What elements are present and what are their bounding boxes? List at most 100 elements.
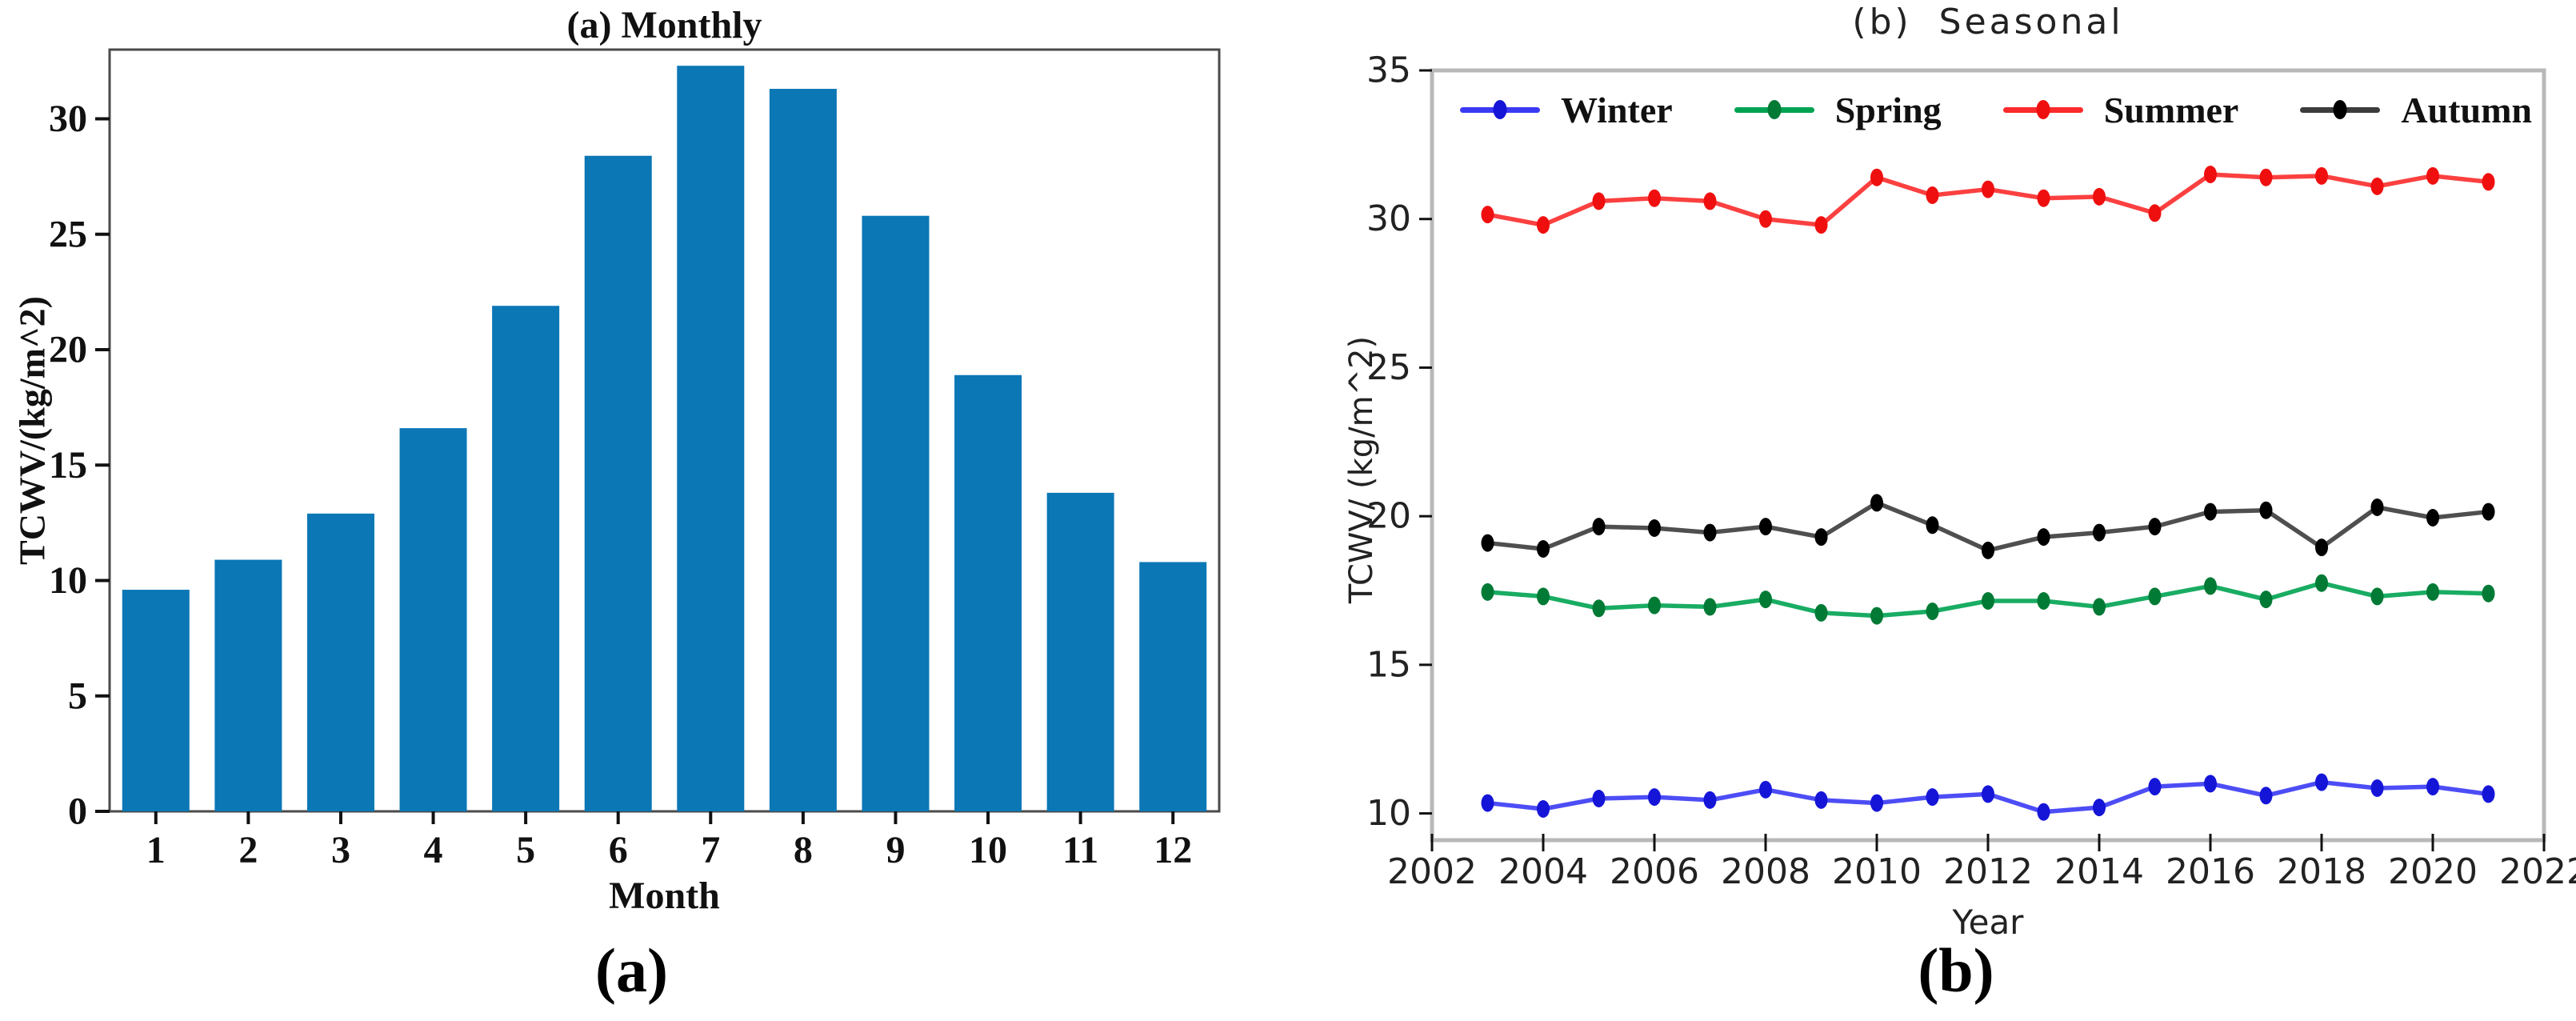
data-point-summer-2016 (2204, 166, 2217, 183)
data-point-autumn-2011 (1926, 516, 1939, 535)
data-point-summer-2009 (1814, 216, 1828, 234)
data-point-autumn-2004 (1537, 540, 1550, 558)
data-point-autumn-2013 (2037, 528, 2050, 547)
data-point-summer-2006 (1648, 189, 1661, 207)
data-point-winter-2004 (1537, 800, 1550, 818)
y-tick-label: 10 (49, 559, 87, 602)
x-tick-label: 2018 (2277, 851, 2366, 892)
data-point-winter-2021 (2482, 785, 2495, 803)
x-tick-label: 2016 (2166, 851, 2255, 892)
x-tick-label: 5 (516, 829, 535, 871)
data-point-autumn-2005 (1592, 518, 1606, 536)
data-point-winter-2014 (2093, 799, 2106, 817)
data-point-autumn-2006 (1648, 519, 1661, 537)
data-point-winter-2009 (1814, 791, 1828, 809)
bar-month-2 (214, 559, 282, 811)
bar-month-12 (1139, 562, 1207, 811)
data-point-winter-2015 (2148, 778, 2162, 796)
x-tick-label: 2006 (1610, 851, 1699, 892)
data-point-spring-2021 (2482, 584, 2495, 603)
data-point-autumn-2010 (1870, 494, 1883, 512)
chart-b-ylabel: TCWV/ (kg/m^2) (1343, 335, 1380, 604)
data-point-autumn-2020 (2426, 509, 2439, 527)
data-point-summer-2018 (2315, 166, 2328, 185)
x-tick-label: 2 (238, 829, 258, 871)
data-point-spring-2004 (1537, 587, 1550, 606)
chart-b-xlabel: Year (1952, 903, 2024, 942)
data-point-spring-2016 (2204, 577, 2217, 595)
data-point-winter-2010 (1870, 794, 1883, 812)
x-tick-label: 2014 (2054, 851, 2144, 892)
bar-month-11 (1046, 492, 1114, 811)
data-point-summer-2008 (1759, 210, 1772, 228)
y-tick-label: 30 (1366, 198, 1411, 239)
data-point-spring-2014 (2093, 598, 2106, 616)
data-point-winter-2006 (1648, 788, 1661, 807)
panel-label-b: (b) (1918, 935, 1994, 1005)
data-point-spring-2003 (1481, 583, 1494, 601)
x-tick-label: 12 (1154, 829, 1192, 871)
data-point-autumn-2003 (1481, 534, 1494, 552)
legend-item-spring: Spring (1734, 89, 1942, 131)
data-point-winter-2008 (1759, 780, 1772, 799)
data-point-spring-2007 (1703, 598, 1717, 616)
x-tick-label: 6 (609, 829, 628, 871)
bar-month-9 (862, 215, 930, 811)
y-tick-label: 30 (49, 98, 87, 140)
chart-b-title: (b) Seasonal (1852, 2, 2124, 42)
data-point-summer-2003 (1481, 206, 1494, 224)
data-point-spring-2012 (1982, 592, 1994, 610)
x-tick-label: 2008 (1721, 851, 1810, 892)
y-tick-label: 35 (1366, 50, 1411, 91)
data-point-autumn-2009 (1814, 528, 1828, 547)
legend-label: Summer (2103, 89, 2239, 130)
y-tick-label: 15 (49, 444, 87, 486)
data-point-spring-2020 (2426, 583, 2439, 601)
legend-marker-dot (1493, 100, 1507, 119)
y-tick-label: 5 (68, 675, 87, 717)
data-point-autumn-2015 (2148, 518, 2162, 536)
legend-marker-dot (2333, 100, 2347, 119)
data-point-spring-2018 (2315, 574, 2328, 592)
x-tick-label: 3 (331, 829, 350, 871)
y-tick-label: 10 (1366, 793, 1411, 834)
x-tick-label: 2022 (2499, 851, 2576, 892)
data-point-summer-2010 (1870, 168, 1883, 186)
x-tick-label: 2010 (1832, 851, 1922, 892)
x-tick-label: 7 (701, 829, 720, 871)
legend-line-swatch (2002, 100, 2083, 119)
data-point-spring-2006 (1648, 596, 1661, 615)
legend: Winter Spring Summer Autumn (1460, 78, 2532, 141)
x-tick-label: 2020 (2388, 851, 2478, 892)
data-point-winter-2005 (1592, 790, 1606, 807)
legend-marker-dot (2036, 100, 2050, 119)
data-point-summer-2013 (2037, 189, 2050, 207)
x-tick-label: 2004 (1498, 851, 1588, 892)
y-tick-label: 25 (49, 213, 87, 255)
data-point-winter-2003 (1481, 794, 1494, 812)
data-point-spring-2009 (1814, 603, 1828, 622)
data-point-summer-2019 (2370, 177, 2384, 195)
data-point-summer-2007 (1703, 192, 1717, 210)
y-tick-label: 20 (49, 329, 87, 371)
x-tick-label: 2012 (1943, 851, 2033, 892)
data-point-autumn-2014 (2093, 523, 2106, 542)
legend-line-swatch (1460, 100, 1540, 119)
data-point-winter-2017 (2259, 787, 2273, 805)
data-point-spring-2008 (1759, 591, 1772, 609)
data-point-spring-2015 (2148, 587, 2162, 606)
chart-a-plot-border (108, 48, 1221, 813)
legend-item-autumn: Autumn (2300, 89, 2532, 131)
data-point-spring-2019 (2370, 587, 2384, 606)
y-tick-label: 0 (68, 791, 87, 833)
data-point-winter-2013 (2037, 803, 2050, 821)
legend-label: Spring (1834, 89, 1942, 130)
bar-month-5 (492, 306, 560, 812)
data-point-summer-2014 (2093, 187, 2106, 206)
data-point-spring-2011 (1926, 603, 1939, 620)
data-point-spring-2017 (2259, 591, 2273, 609)
data-point-winter-2007 (1703, 791, 1717, 809)
data-point-winter-2018 (2315, 773, 2328, 791)
